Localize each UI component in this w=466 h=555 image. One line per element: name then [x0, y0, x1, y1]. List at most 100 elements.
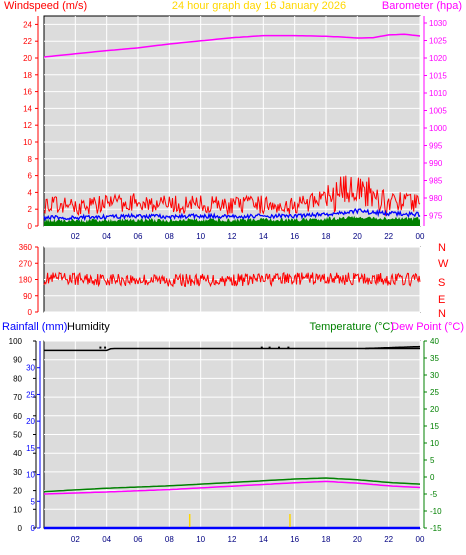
hour-tick-label: 14 — [259, 232, 268, 241]
windspeed-tick-label: 0 — [28, 222, 33, 231]
windspeed-tick-label: 8 — [28, 155, 33, 164]
windspeed-tick-label: 22 — [23, 37, 32, 46]
humidity-tick-label: 90 — [13, 356, 22, 365]
temperature-tick-label: 35 — [430, 354, 439, 363]
temperature-tick-label: 0 — [430, 473, 435, 482]
rainfall-axis-label: Rainfall (mm) — [2, 321, 67, 333]
barometer-tick-label: 990 — [429, 159, 443, 168]
hour-tick-label: 12 — [228, 232, 237, 241]
temperature-axis-label: Temperature (°C) — [310, 321, 394, 333]
direction-tick-label: 0 — [28, 308, 33, 317]
rainfall-tick-label: 10 — [26, 471, 35, 480]
hour-tick-label: 20 — [353, 535, 362, 544]
compass-label: N — [438, 308, 446, 320]
hour-tick-label: 16 — [290, 535, 299, 544]
temperature-tick-label: 10 — [430, 439, 439, 448]
hour-tick-label: 06 — [134, 232, 143, 241]
windspeed-tick-label: 18 — [23, 71, 32, 80]
humidity-tick-label: 10 — [13, 505, 22, 514]
direction-series-group — [43, 271, 421, 288]
temperature-tick-label: -10 — [430, 507, 442, 516]
temperature-humidity-panel: 0102030405060708090100051015202530-15-10… — [2, 321, 464, 544]
humidity-blip — [99, 346, 102, 349]
barometer-tick-label: 1005 — [429, 107, 447, 116]
hour-tick-label: 16 — [290, 232, 299, 241]
temperature-tick-label: 15 — [430, 422, 439, 431]
dew-point-axis-label: Dew Point (°C) — [391, 321, 464, 333]
temperature-tick-label: 30 — [430, 371, 439, 380]
hour-tick-label: 20 — [353, 232, 362, 241]
windspeed-tick-label: 4 — [28, 188, 33, 197]
windspeed-tick-label: 20 — [23, 54, 32, 63]
hour-tick-label: 04 — [102, 535, 111, 544]
humidity-series — [44, 347, 420, 352]
temperature-tick-label: -15 — [430, 524, 442, 533]
temperature-tick-label: 20 — [430, 405, 439, 414]
windspeed-tick-label: 6 — [28, 172, 33, 181]
windspeed-tick-label: 10 — [23, 138, 32, 147]
rainfall-tick-label: 30 — [26, 364, 35, 373]
rainfall-tick-label: 5 — [31, 497, 36, 506]
barometer-tick-label: 1020 — [429, 54, 447, 63]
barometer-tick-label: 1000 — [429, 124, 447, 133]
humidity-tick-label: 30 — [13, 468, 22, 477]
windspeed-tick-label: 14 — [23, 104, 32, 113]
humidity-series-late — [365, 345, 420, 350]
temperature-tick-label: -5 — [430, 490, 438, 499]
wind-gust-series — [43, 175, 421, 217]
hour-tick-label: 18 — [322, 535, 331, 544]
hour-tick-label: 10 — [196, 232, 205, 241]
windspeed-axis-label: Windspeed (m/s) — [4, 0, 87, 12]
compass-label: W — [438, 258, 449, 270]
compass-label: S — [438, 277, 445, 289]
barometer-tick-label: 1010 — [429, 89, 447, 98]
wind-direction-series — [43, 271, 421, 288]
wind-average-series — [43, 207, 421, 222]
compass-label: E — [438, 294, 445, 306]
barometer-tick-label: 980 — [429, 194, 443, 203]
barometer-tick-label: 995 — [429, 142, 443, 151]
windspeed-tick-label: 12 — [23, 121, 32, 130]
humidity-blip — [104, 346, 107, 349]
temperature-tick-label: 40 — [430, 337, 439, 346]
humidity-tick-label: 80 — [13, 374, 22, 383]
hour-tick-label: 14 — [259, 535, 268, 544]
barometer-tick-label: 985 — [429, 177, 443, 186]
temperature-series-group — [43, 345, 421, 530]
hour-tick-label: 08 — [165, 535, 174, 544]
dew-point-series — [43, 480, 421, 495]
direction-tick-label: 90 — [23, 292, 32, 301]
barometer-axis-label: Barometer (hpa) — [382, 0, 462, 12]
hour-tick-label: 00 — [416, 232, 425, 241]
hour-tick-label: 06 — [134, 535, 143, 544]
humidity-tick-label: 100 — [9, 337, 23, 346]
humidity-blip — [260, 346, 263, 349]
hour-tick-label: 02 — [71, 535, 80, 544]
humidity-blip — [278, 346, 280, 349]
hour-tick-label: 02 — [71, 232, 80, 241]
humidity-tick-label: 0 — [18, 524, 23, 533]
wind-series-group — [43, 33, 421, 226]
direction-tick-label: 180 — [19, 276, 33, 285]
barometer-tick-label: 1030 — [429, 19, 447, 28]
windspeed-tick-label: 2 — [28, 205, 33, 214]
rainfall-tick-label: 0 — [31, 524, 36, 533]
wind-low-series — [44, 215, 420, 226]
humidity-axis-label: Humidity — [67, 321, 110, 333]
hour-tick-label: 22 — [384, 535, 393, 544]
direction-grid — [44, 246, 421, 313]
compass-label: N — [438, 242, 446, 254]
wind-barometer-panel: 0246810121416182022249759809859909951000… — [4, 0, 462, 241]
barometer-tick-label: 975 — [429, 212, 443, 221]
hour-tick-label: 08 — [165, 232, 174, 241]
humidity-tick-label: 60 — [13, 412, 22, 421]
barometer-tick-label: 1025 — [429, 37, 447, 46]
humidity-tick-label: 50 — [13, 431, 22, 440]
wind-axes: 0246810121416182022249759809859909951000… — [23, 16, 447, 241]
hour-tick-label: 04 — [102, 232, 111, 241]
temperature-axes: 0102030405060708090100051015202530-15-10… — [9, 337, 442, 544]
